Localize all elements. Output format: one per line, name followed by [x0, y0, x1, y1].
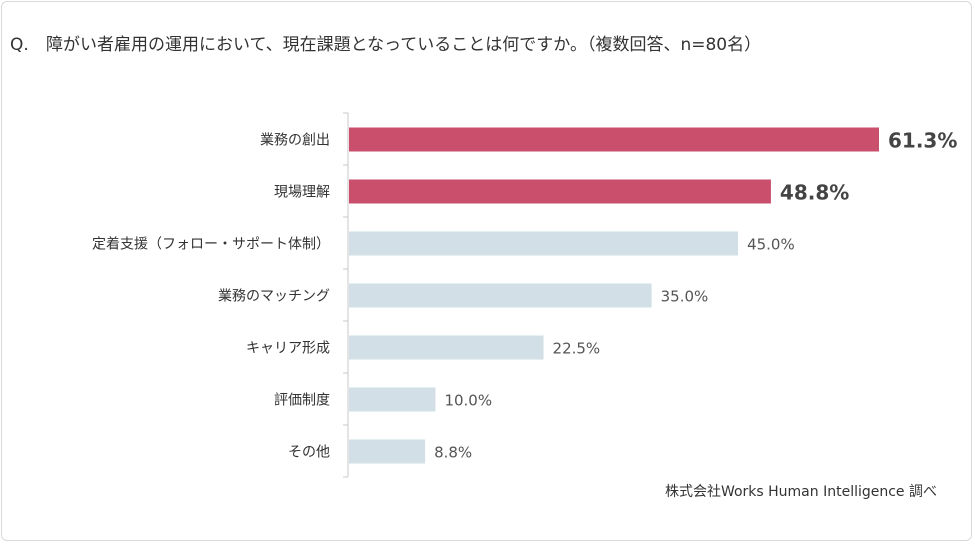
- category-label: 評価制度: [274, 393, 330, 409]
- data-label: 10.0%: [444, 392, 492, 410]
- data-label: 8.8%: [434, 444, 472, 462]
- bar: [349, 283, 652, 308]
- bar: [349, 439, 426, 464]
- data-label: 35.0%: [661, 288, 709, 306]
- data-label: 22.5%: [553, 340, 601, 358]
- question-prefix: Q.: [10, 35, 29, 55]
- bar: [349, 127, 879, 152]
- bar: [349, 387, 436, 412]
- category-label: 業務のマッチング: [218, 289, 330, 305]
- bar: [349, 335, 544, 360]
- data-label: 48.8%: [780, 181, 849, 205]
- category-label: その他: [288, 445, 330, 461]
- bar: [349, 231, 739, 256]
- bar: [349, 179, 771, 204]
- category-label: 定着支援（フォロー・サポート体制）: [92, 237, 330, 253]
- category-label: キャリア形成: [246, 341, 330, 357]
- data-label: 45.0%: [747, 236, 795, 254]
- question-text: 障がい者雇用の運用において、現在課題となっていることは何ですか。（複数回答、n=…: [46, 35, 762, 55]
- question-title: Q. 障がい者雇用の運用において、現在課題となっていることは何ですか。（複数回答、…: [10, 30, 761, 55]
- source-note: 株式会社Works Human Intelligence 調べ: [664, 484, 937, 500]
- data-label: 61.3%: [888, 129, 957, 153]
- category-label: 現場理解: [274, 185, 330, 201]
- category-label: 業務の創出: [260, 133, 330, 149]
